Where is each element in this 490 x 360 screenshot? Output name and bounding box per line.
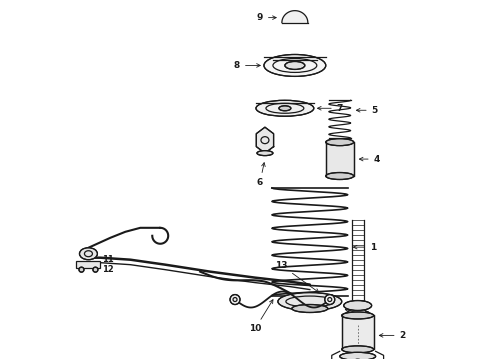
Text: 12: 12 — [102, 265, 114, 274]
Ellipse shape — [256, 100, 314, 116]
Ellipse shape — [93, 267, 98, 272]
Text: 10: 10 — [249, 300, 273, 333]
Bar — [342, 315, 374, 349]
Ellipse shape — [230, 294, 240, 305]
Ellipse shape — [79, 267, 84, 272]
Text: 5: 5 — [356, 106, 378, 115]
Polygon shape — [282, 11, 308, 23]
Ellipse shape — [343, 301, 371, 310]
Text: 1: 1 — [353, 243, 376, 252]
Ellipse shape — [350, 359, 366, 360]
Text: 6: 6 — [257, 163, 265, 187]
Ellipse shape — [340, 352, 376, 360]
Ellipse shape — [342, 346, 374, 353]
Ellipse shape — [292, 305, 328, 312]
Text: 2: 2 — [379, 331, 406, 340]
Ellipse shape — [342, 312, 374, 319]
Text: 9: 9 — [257, 13, 276, 22]
Bar — [326, 142, 354, 176]
Ellipse shape — [326, 172, 354, 180]
Ellipse shape — [257, 150, 273, 156]
Text: 13: 13 — [275, 261, 319, 292]
Ellipse shape — [79, 248, 98, 260]
Ellipse shape — [285, 62, 305, 69]
Text: 4: 4 — [359, 154, 380, 163]
Bar — [76, 261, 100, 268]
Ellipse shape — [264, 54, 326, 76]
Ellipse shape — [325, 294, 335, 305]
Polygon shape — [256, 127, 273, 153]
Ellipse shape — [326, 139, 354, 146]
Text: 3: 3 — [345, 309, 370, 320]
Text: 7: 7 — [318, 104, 343, 113]
Text: 11: 11 — [102, 255, 114, 264]
Text: 8: 8 — [234, 61, 260, 70]
Ellipse shape — [279, 106, 291, 111]
Ellipse shape — [278, 293, 342, 310]
